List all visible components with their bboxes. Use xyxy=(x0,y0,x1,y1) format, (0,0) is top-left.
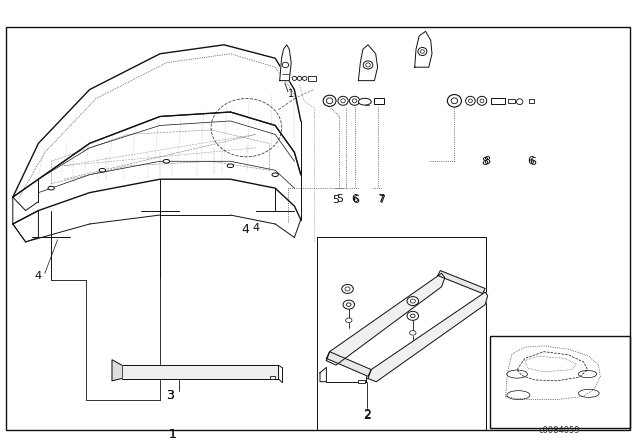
Ellipse shape xyxy=(272,173,278,177)
Ellipse shape xyxy=(292,76,297,81)
Ellipse shape xyxy=(297,76,302,81)
Text: 3: 3 xyxy=(166,388,173,402)
Ellipse shape xyxy=(346,318,352,323)
Text: 5: 5 xyxy=(336,194,342,204)
Polygon shape xyxy=(326,352,371,376)
Ellipse shape xyxy=(282,62,289,68)
Text: 6: 6 xyxy=(353,195,359,205)
Bar xyxy=(529,99,534,103)
Text: 4: 4 xyxy=(241,223,249,236)
Bar xyxy=(308,76,316,81)
Ellipse shape xyxy=(465,96,475,105)
Polygon shape xyxy=(358,45,378,81)
Ellipse shape xyxy=(364,61,372,69)
Polygon shape xyxy=(122,365,278,379)
Ellipse shape xyxy=(410,331,416,335)
Ellipse shape xyxy=(407,311,419,320)
Ellipse shape xyxy=(477,96,487,105)
Text: 1: 1 xyxy=(169,428,177,441)
Text: 4: 4 xyxy=(35,271,42,280)
Polygon shape xyxy=(112,360,122,381)
Text: 7: 7 xyxy=(378,195,386,205)
Text: 6: 6 xyxy=(351,194,358,204)
Bar xyxy=(491,98,505,104)
Text: 1: 1 xyxy=(169,428,177,441)
Bar xyxy=(270,376,275,379)
Ellipse shape xyxy=(99,168,106,172)
Text: 7: 7 xyxy=(377,194,385,204)
Text: 2: 2 xyxy=(363,408,371,421)
Text: 4: 4 xyxy=(252,224,260,233)
Ellipse shape xyxy=(343,300,355,309)
Text: 5: 5 xyxy=(333,195,339,205)
Ellipse shape xyxy=(342,284,353,293)
Bar xyxy=(6,27,630,430)
Ellipse shape xyxy=(302,76,307,81)
Polygon shape xyxy=(438,271,485,293)
Text: 6: 6 xyxy=(528,156,534,166)
Bar xyxy=(490,336,630,428)
Text: c0084059: c0084059 xyxy=(539,426,580,435)
Ellipse shape xyxy=(447,95,461,107)
Ellipse shape xyxy=(418,47,427,56)
Text: 6: 6 xyxy=(530,157,536,167)
Text: 8: 8 xyxy=(483,156,490,166)
Ellipse shape xyxy=(338,96,348,105)
Polygon shape xyxy=(280,45,291,81)
Polygon shape xyxy=(368,292,488,382)
Text: 8: 8 xyxy=(481,157,488,167)
Ellipse shape xyxy=(516,99,523,104)
Text: 3: 3 xyxy=(166,388,173,402)
Ellipse shape xyxy=(48,186,54,190)
Ellipse shape xyxy=(163,159,170,163)
Text: 1: 1 xyxy=(288,89,294,99)
Text: 2: 2 xyxy=(363,409,371,422)
Bar xyxy=(358,380,365,383)
Polygon shape xyxy=(326,273,445,365)
Ellipse shape xyxy=(407,297,419,306)
Bar xyxy=(374,98,384,104)
Ellipse shape xyxy=(349,96,360,105)
Ellipse shape xyxy=(358,98,371,105)
Ellipse shape xyxy=(227,164,234,168)
Bar xyxy=(508,99,515,103)
Ellipse shape xyxy=(323,95,336,107)
Polygon shape xyxy=(415,31,432,67)
